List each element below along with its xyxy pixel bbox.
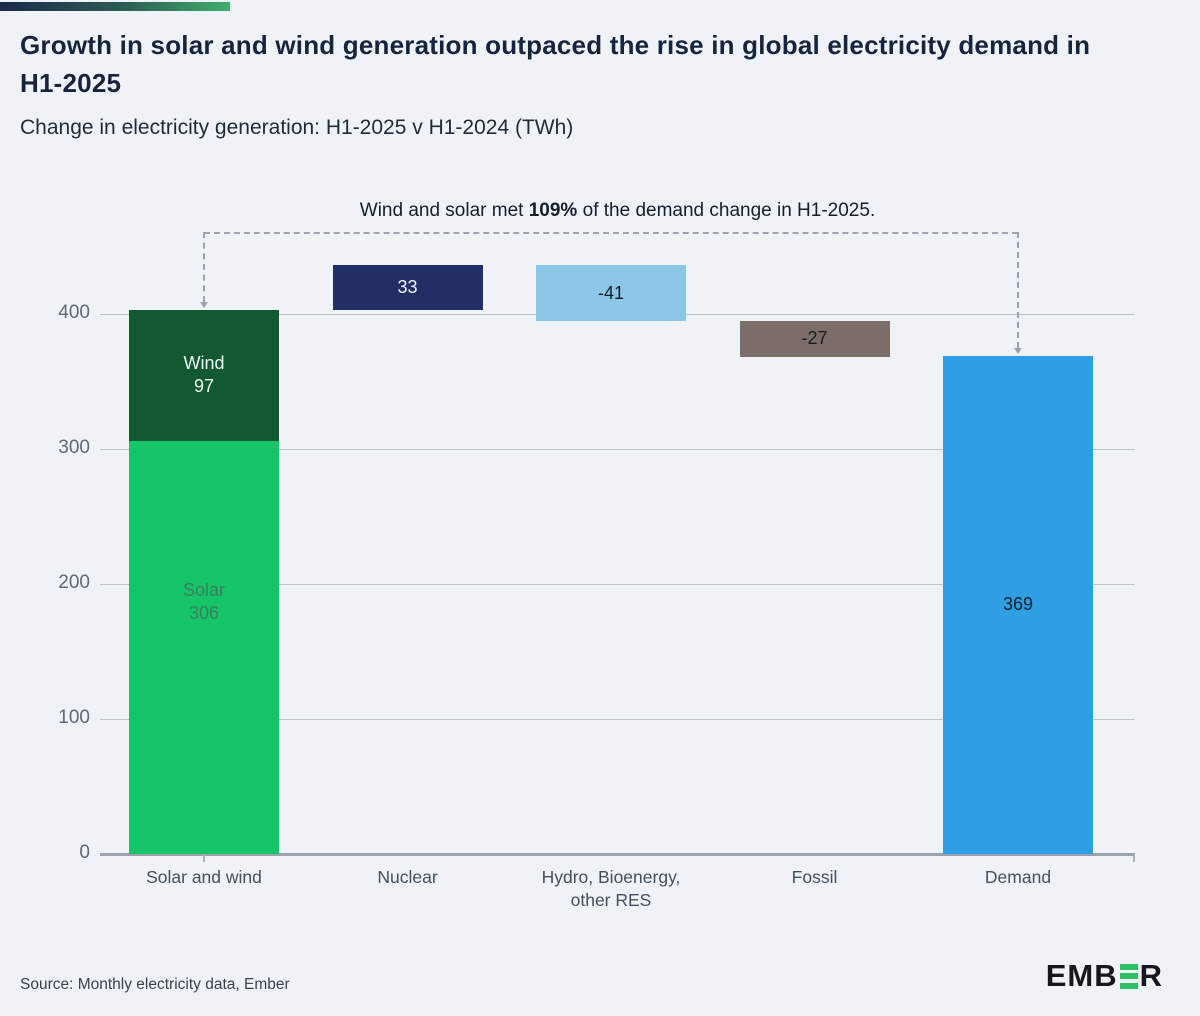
gridline-0 (100, 852, 1135, 856)
bar-value-label: 33 (397, 277, 418, 298)
axis-tick (1133, 855, 1135, 862)
bar-value-label: -27 (801, 328, 828, 349)
y-axis-label: 100 (58, 707, 90, 728)
bar-segment-solar: Solar 306 (129, 440, 279, 854)
brand-accent-bar (0, 2, 230, 11)
ember-logo-text-right: R (1139, 958, 1163, 993)
annotation-highlight: 109% (528, 200, 578, 221)
bar-value-label: Wind 97 (183, 353, 225, 397)
annotation-bracket-line (203, 232, 205, 302)
bar-value-label: Solar 306 (182, 580, 226, 624)
annotation-arrow-down-icon (1014, 347, 1022, 354)
x-axis-label-fossil: Fossil (791, 867, 838, 887)
gridline-100 (100, 719, 1135, 720)
axis-tick (203, 855, 205, 862)
x-axis-label-hydro-bioenergy-other-res: Hydro, Bioenergy, other RES (541, 867, 681, 910)
y-axis-label: 400 (58, 302, 90, 323)
source-text: Source: Monthly electricity data, Ember (20, 976, 290, 993)
ember-logo-green-e-icon (1119, 963, 1138, 989)
ember-logo: EMB R (1046, 958, 1163, 994)
y-axis-label: 0 (79, 842, 90, 863)
annotation-arrow-down-icon (200, 301, 208, 308)
bar-segment-hydro-bioenergy-other-res: -41 (536, 265, 686, 321)
gridline-300 (100, 449, 1135, 450)
bar-value-label: -41 (597, 282, 624, 303)
annotation-prefix: Wind and solar met (359, 200, 529, 221)
ember-logo-text-left: EMB (1045, 958, 1118, 993)
bar-value-label: 369 (1002, 594, 1034, 615)
x-axis-label-demand: Demand (984, 867, 1052, 887)
bar-segment-nuclear: 33 (332, 265, 483, 310)
x-axis-label-nuclear: Nuclear (377, 867, 438, 887)
annotation-suffix: of the demand change in H1-2025. (577, 200, 876, 221)
y-axis-label: 300 (58, 437, 90, 458)
annotation-bracket-line (204, 232, 1018, 234)
x-axis-label-solar-and-wind: Solar and wind (146, 867, 262, 887)
bar-segment-fossil: -27 (739, 320, 890, 358)
gridline-200 (100, 584, 1135, 585)
bar-segment-wind: Wind 97 (129, 309, 279, 441)
chart-subtitle: Change in electricity generation: H1-202… (20, 116, 574, 139)
annotation-bracket-line (1017, 232, 1019, 348)
bar-segment-demand: 369 (943, 355, 1093, 854)
page-title: Growth in solar and wind generation outp… (20, 30, 1091, 98)
y-axis-label: 200 (58, 572, 90, 593)
annotation-text: Wind and solar met 109% of the demand ch… (100, 200, 1135, 222)
